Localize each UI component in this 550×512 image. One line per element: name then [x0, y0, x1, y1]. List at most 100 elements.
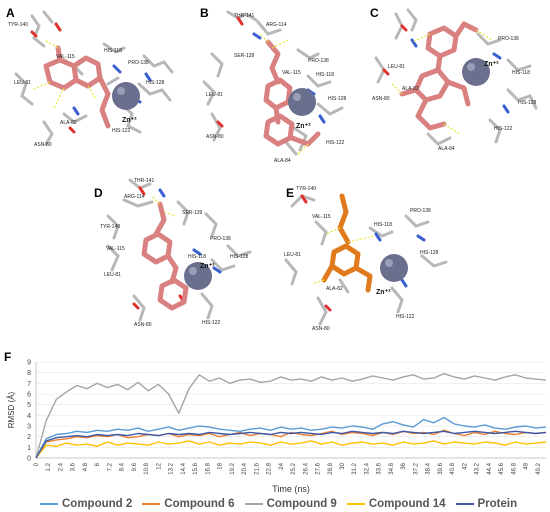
panel-d: D Zn⁺² THR-141 ARG-114 SER-139 TY	[94, 176, 264, 336]
zinc-label: Zn⁺²	[484, 61, 499, 68]
residue-label: ASN-80	[372, 96, 390, 102]
residue-label: HIS-118	[512, 70, 530, 76]
residue-label: SER-139	[182, 210, 203, 216]
y-tick-label: 9	[27, 360, 31, 367]
residue-label: LEU-81	[284, 252, 301, 258]
residue-label: HIS-118	[104, 48, 122, 54]
x-tick-label: 42	[462, 462, 468, 469]
x-tick-label: 18	[218, 462, 224, 469]
zinc-ion	[288, 88, 316, 116]
zinc-highlight	[385, 259, 393, 267]
oxygen-atoms	[216, 16, 244, 128]
x-tick-label: 31.2	[352, 462, 358, 474]
x-tick-label: 3.6	[71, 462, 77, 471]
x-tick-label: 19.2	[230, 462, 236, 474]
panel-f: F 0 1 2 3 4 5 6 7 8 9 0 1.2 2.4 3.6 4.8 6 7.2 8.4 9.6 10.8 1…	[0, 348, 550, 496]
legend-swatch	[455, 503, 474, 505]
residue-label: HIS-128	[328, 96, 347, 102]
protein-sticks	[284, 194, 448, 326]
residue-label: HIS-122	[396, 314, 415, 320]
zinc-ion	[380, 254, 408, 282]
x-tick-label: 13.2	[169, 462, 175, 474]
x-tick-label: 24	[279, 462, 285, 469]
panel-e: E Zn⁺² TYR-140 VAL-115 HIS-118 PR	[282, 176, 458, 336]
residue-label: TYR-140	[296, 186, 316, 192]
panel-letter: D	[94, 186, 103, 200]
residue-label: LEU-81	[206, 92, 223, 98]
residue-label: ASN-80	[206, 134, 224, 140]
x-tick-label: 36	[401, 462, 407, 469]
residue-label: THR-141	[234, 13, 255, 19]
y-tick-label: 6	[27, 392, 31, 399]
residue-label: HIS-122	[326, 140, 345, 146]
x-tick-label: 12	[156, 462, 162, 469]
x-tick-label: 21.6	[254, 462, 260, 474]
docking-pose-d: Zn⁺² THR-141 ARG-114 SER-139 TYR-140 PRO…	[100, 178, 252, 328]
h-bonds	[391, 29, 493, 135]
h-bonds	[311, 227, 375, 285]
residue-label: ASN-80	[34, 142, 52, 148]
residue-label: VAL-115	[312, 214, 331, 220]
x-tick-label: 10.8	[144, 462, 150, 474]
residue-label: ALA-84	[438, 146, 455, 152]
zinc-ion	[112, 82, 140, 110]
zinc-label: Zn⁺²	[122, 117, 137, 124]
residue-label: TYR-140	[8, 22, 28, 28]
panel-letter: B	[200, 6, 209, 20]
h-bonds	[151, 195, 177, 217]
residue-label: HIS-118	[374, 222, 392, 228]
oxygen-atoms	[30, 22, 76, 134]
x-axis-label: Time (ns)	[272, 484, 310, 494]
ligand	[321, 193, 373, 293]
y-tick-label: 7	[27, 381, 31, 388]
legend-label: Compound 14	[368, 498, 446, 510]
legend-item: Compound 6	[142, 498, 235, 510]
residue-label: HIS-122	[202, 320, 221, 326]
h-bonds	[31, 39, 97, 109]
panel-letter: C	[370, 6, 379, 20]
zinc-label: Zn⁺²	[296, 123, 311, 130]
y-axis-label: RMSD (Å)	[7, 391, 16, 428]
residue-label: VAL-115	[282, 70, 301, 76]
x-tick-label: 48	[524, 462, 530, 469]
nitrogen-atoms	[374, 232, 426, 288]
x-tick-label: 26.4	[303, 462, 309, 474]
residue-label: HIS-118	[316, 72, 334, 78]
residue-label: VAL-115	[106, 246, 125, 252]
docking-pose-b: Zn⁺² THR-141 ARG-114 SER-139 PRO-138 VAL…	[202, 10, 347, 164]
ligand	[141, 201, 189, 311]
y-tick-label: 5	[27, 402, 31, 409]
series-line-compound-14	[35, 440, 547, 459]
residue-label: HIS-122	[494, 126, 513, 132]
y-tick-label: 3	[27, 424, 31, 431]
residue-label: VAL-115	[56, 54, 75, 60]
legend-swatch	[346, 503, 365, 505]
legend-label: Compound 9	[266, 498, 337, 510]
zinc-highlight	[467, 63, 475, 71]
oxygen-atoms	[382, 24, 408, 76]
residue-label: HIS-118	[188, 254, 206, 260]
residue-label: PRO-138	[498, 36, 519, 42]
y-tick-label: 1	[27, 445, 31, 452]
x-tick-label: 45.6	[499, 462, 505, 474]
protein-sticks	[106, 178, 252, 322]
x-tick-label: 25.2	[291, 462, 297, 474]
panel-letter: E	[286, 186, 295, 200]
residue-label: ALA-82	[326, 286, 343, 292]
residue-label: ALA-82	[60, 120, 77, 126]
zinc-highlight	[189, 267, 197, 275]
residue-label: ASN-80	[134, 322, 152, 328]
x-tick-label: 7.2	[107, 462, 113, 471]
docking-pose-c: Zn⁺² LEU-81 PRO-138 HIS-118 ASN-80 ALA-8…	[372, 8, 538, 152]
nitrogen-atoms	[158, 188, 222, 274]
x-tick-label: 44.4	[487, 462, 493, 474]
residue-label: ARG-114	[266, 22, 287, 28]
x-tick-label: 16.8	[205, 462, 211, 474]
x-tick-label: 4.8	[83, 462, 89, 471]
chart-legend: Compound 2 Compound 6 Compound 9 Compound 1…	[40, 497, 550, 511]
protein-sticks	[202, 10, 344, 156]
x-tick-label: 49.2	[536, 462, 542, 474]
residue-label: ARG-114	[124, 194, 145, 200]
x-tick-label: 30	[340, 462, 346, 469]
